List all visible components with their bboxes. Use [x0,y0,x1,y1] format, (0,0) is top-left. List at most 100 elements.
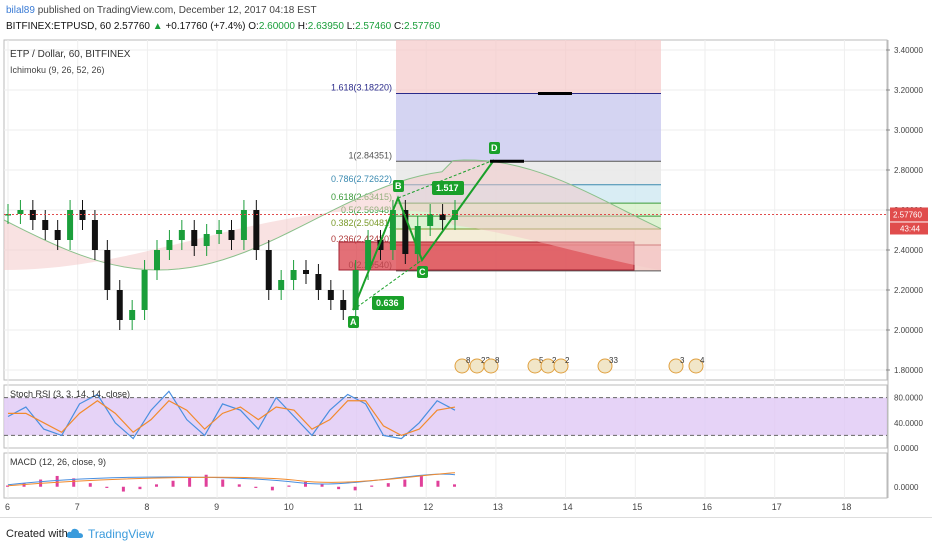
event-count-label: 3 [680,356,685,365]
x-tick-label: 8 [144,502,149,512]
footer: Created with TradingView [0,517,932,551]
event-count-label: 2 [552,356,557,365]
event-count-label: 4 [700,356,705,365]
macd-histogram-bar [88,483,92,487]
macd-histogram-bar [72,478,76,487]
low-label: L: [346,21,356,32]
created-with-label: Created with [6,528,68,540]
candle-body [67,210,74,240]
macd-histogram-bar [121,486,125,492]
macd-histogram-bar [304,481,307,487]
x-tick-label: 12 [423,502,433,512]
macd-y-tick-label: 0.0000 [894,483,919,492]
countdown-tag-text: 43:44 [900,224,921,233]
fib-zone-1618 [396,93,661,162]
macd-histogram-bar [419,475,423,487]
change-value: +0.17760 (+7.4%) [165,21,246,32]
candle-body [129,310,136,320]
harmonic-ratio-badge [372,296,404,310]
macd-histogram-bar [403,479,407,487]
macd-histogram-bar [155,484,158,487]
harmonic-ratio-label: 1.517 [436,183,459,193]
event-flag-icon [688,358,704,374]
candle-body [414,226,421,254]
candle-body [191,230,198,246]
event-flag-icon [454,358,470,374]
event-count-label: 5 [539,356,544,365]
harmonic-ac-line [352,259,423,311]
macd-histogram-bar [436,480,440,487]
fib-zone-top [396,40,661,94]
close-value: 2.57760 [404,21,441,32]
macd-histogram-bar [237,484,241,487]
candle-body [253,210,260,250]
macd-histogram-bar [221,479,225,487]
macd-histogram-bar [337,486,341,490]
fib-level-label: 0.786(2.72622) [331,174,392,184]
countdown-tag [890,222,928,235]
candle-body [402,210,409,254]
fib-level-label: 1.618(3.18220) [331,83,392,93]
x-tick-label: 16 [702,502,712,512]
macd-histogram-bar [105,486,109,488]
ichimoku-cloud [4,160,661,271]
harmonic-bd-line [397,159,495,199]
harmonic-point-label: A [350,317,357,327]
candle-body [29,210,36,220]
event-flag-icon [553,358,569,374]
harmonic-point-badge [489,142,500,154]
publish-text: published on TradingView.com, December 1… [37,5,317,16]
up-arrow-icon: ▲ [152,21,163,32]
x-tick-label: 6 [5,502,10,512]
x-tick-label: 9 [214,502,219,512]
candle-body [141,270,148,310]
macd-histogram-bar [320,484,324,487]
stoch-y-tick-label: 40.0000 [894,419,923,428]
x-tick-label: 11 [354,502,363,512]
y-tick-label: 3.40000 [894,46,923,55]
x-tick-label: 15 [632,502,642,512]
candle-body [439,214,446,220]
candle-body [352,270,359,310]
macd-panel [3,452,888,499]
stoch-y-tick-label: 80.0000 [894,394,923,403]
open-value: 2.60000 [258,21,295,32]
macd-histogram-bar [353,486,357,491]
candle-body [203,234,210,246]
candle-body [17,210,24,214]
candle-body [79,210,86,220]
macd-histogram-bar [270,486,274,491]
macd-histogram-bar [204,474,208,487]
event-count-label: 8 [495,356,500,365]
candle-body [91,220,98,250]
candle-body [104,250,111,290]
candle-body [240,210,247,240]
close-label: C: [394,21,404,32]
stoch-y-tick-label: 0.0000 [894,444,919,453]
harmonic-pattern-line [352,159,495,311]
candle-body [290,270,297,280]
harmonic-point-label: B [395,181,402,191]
y-tick-label: 2.00000 [894,326,923,335]
fib-level-label: 0.236(2.42480) [331,234,392,244]
stoch-band [4,397,887,436]
macd-histogram-bar [188,477,192,487]
candle-body [427,214,434,226]
macd-histogram-bar [254,486,258,488]
candle-body [315,274,322,290]
author-link[interactable]: bilal89 [6,5,35,16]
tradingview-brand[interactable]: TradingView [88,527,155,541]
candle-body [228,230,235,240]
macd-histogram-bar [171,480,175,487]
candle-body [278,280,285,290]
macd-line [7,473,456,486]
candle-body [377,240,384,250]
x-tick-label: 7 [75,502,80,512]
macd-histogram-bar [55,475,59,487]
x-tick-label: 13 [493,502,503,512]
macd-histogram-bar [453,484,456,487]
stoch-series-line [7,390,456,440]
event-flag-icon [597,358,613,374]
harmonic-ratio-badge [432,181,464,195]
chart-canvas[interactable]: 6 7 8 9 10 11 12 13 14 15 16 17 18 3.40000 3.20000 3.00… [0,38,932,516]
